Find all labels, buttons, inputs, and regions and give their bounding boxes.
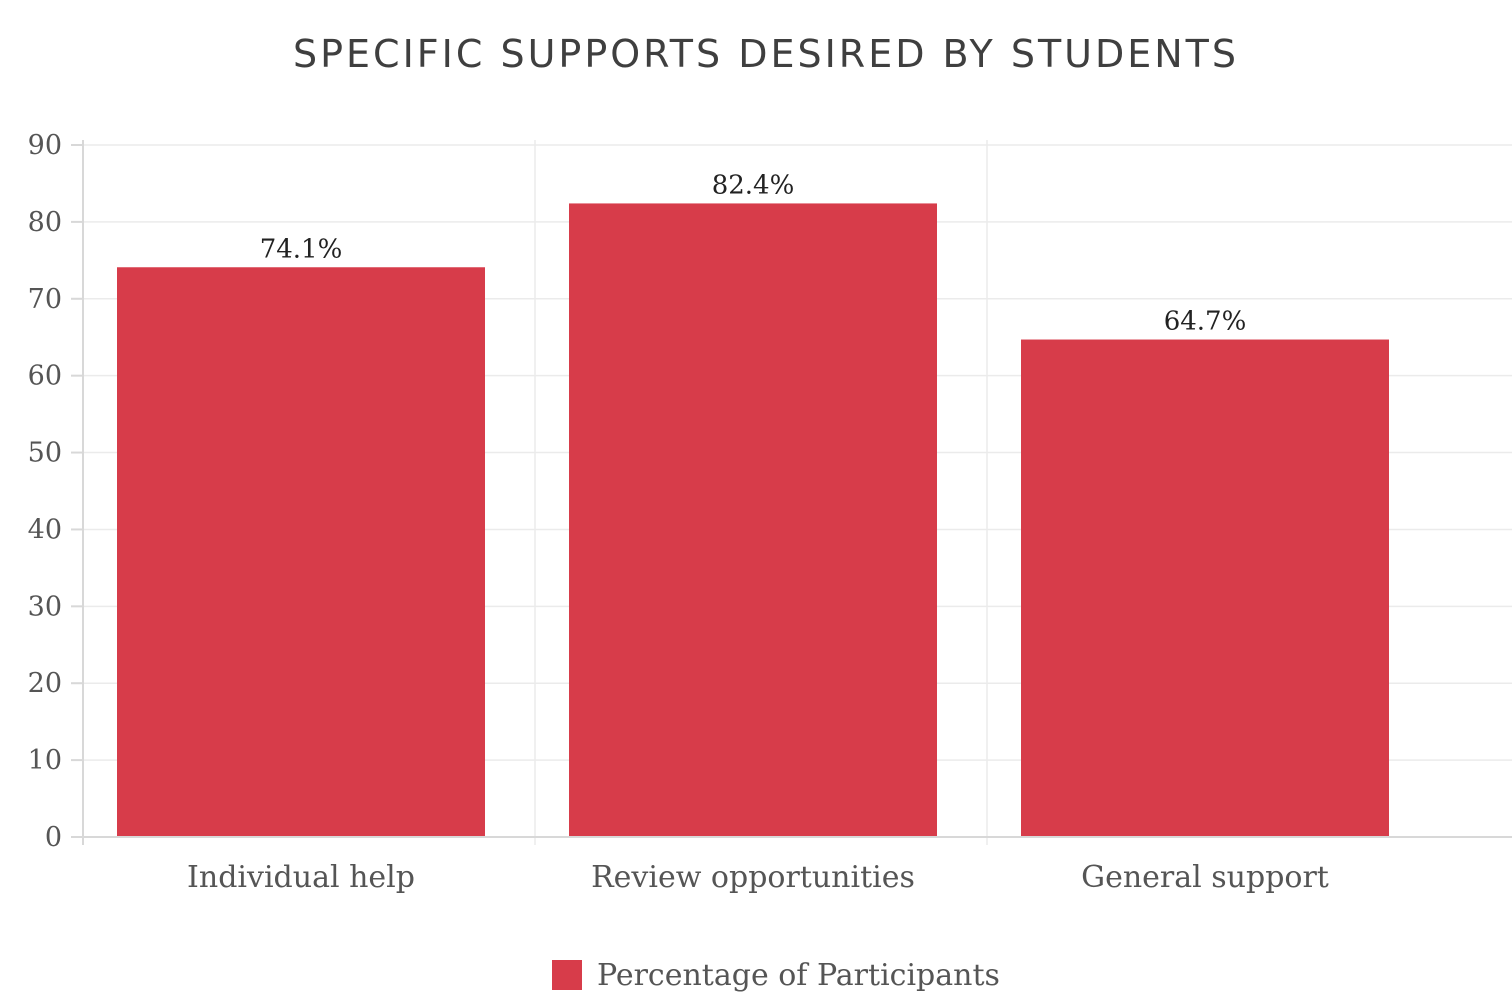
y-tick-label: 30 xyxy=(28,591,62,622)
y-tick-label: 50 xyxy=(28,438,62,469)
y-tick-label: 80 xyxy=(28,207,62,238)
legend: Percentage of Participants xyxy=(552,958,1000,993)
y-tick-label: 40 xyxy=(28,514,62,545)
bar xyxy=(1021,339,1389,837)
bar-value-label: 82.4% xyxy=(712,170,795,200)
bar xyxy=(569,203,937,838)
y-tick-label: 90 xyxy=(28,130,62,161)
x-tick-label: General support xyxy=(1081,860,1329,895)
y-tick-label: 10 xyxy=(28,745,62,776)
x-tick-label: Individual help xyxy=(187,860,415,895)
legend-label: Percentage of Participants xyxy=(597,958,1000,993)
x-tick-label: Review opportunities xyxy=(591,860,915,895)
y-tick-label: 60 xyxy=(28,361,62,392)
chart-title: SPECIFIC SUPPORTS DESIRED BY STUDENTS xyxy=(293,32,1239,76)
bar xyxy=(117,267,485,838)
y-axis: 0 10 20 30 40 50 60 70 80 90 xyxy=(28,130,83,853)
bar-value-label: 64.7% xyxy=(1164,307,1247,337)
y-tick-label: 70 xyxy=(28,284,62,315)
y-tick-label: 0 xyxy=(45,822,62,853)
bars: 74.1% 82.4% 64.7% xyxy=(117,170,1389,838)
x-axis: Individual help Review opportunities Gener… xyxy=(83,836,1512,895)
y-tick-label: 20 xyxy=(28,668,62,699)
bar-value-label: 74.1% xyxy=(260,234,343,264)
legend-swatch xyxy=(552,960,582,990)
